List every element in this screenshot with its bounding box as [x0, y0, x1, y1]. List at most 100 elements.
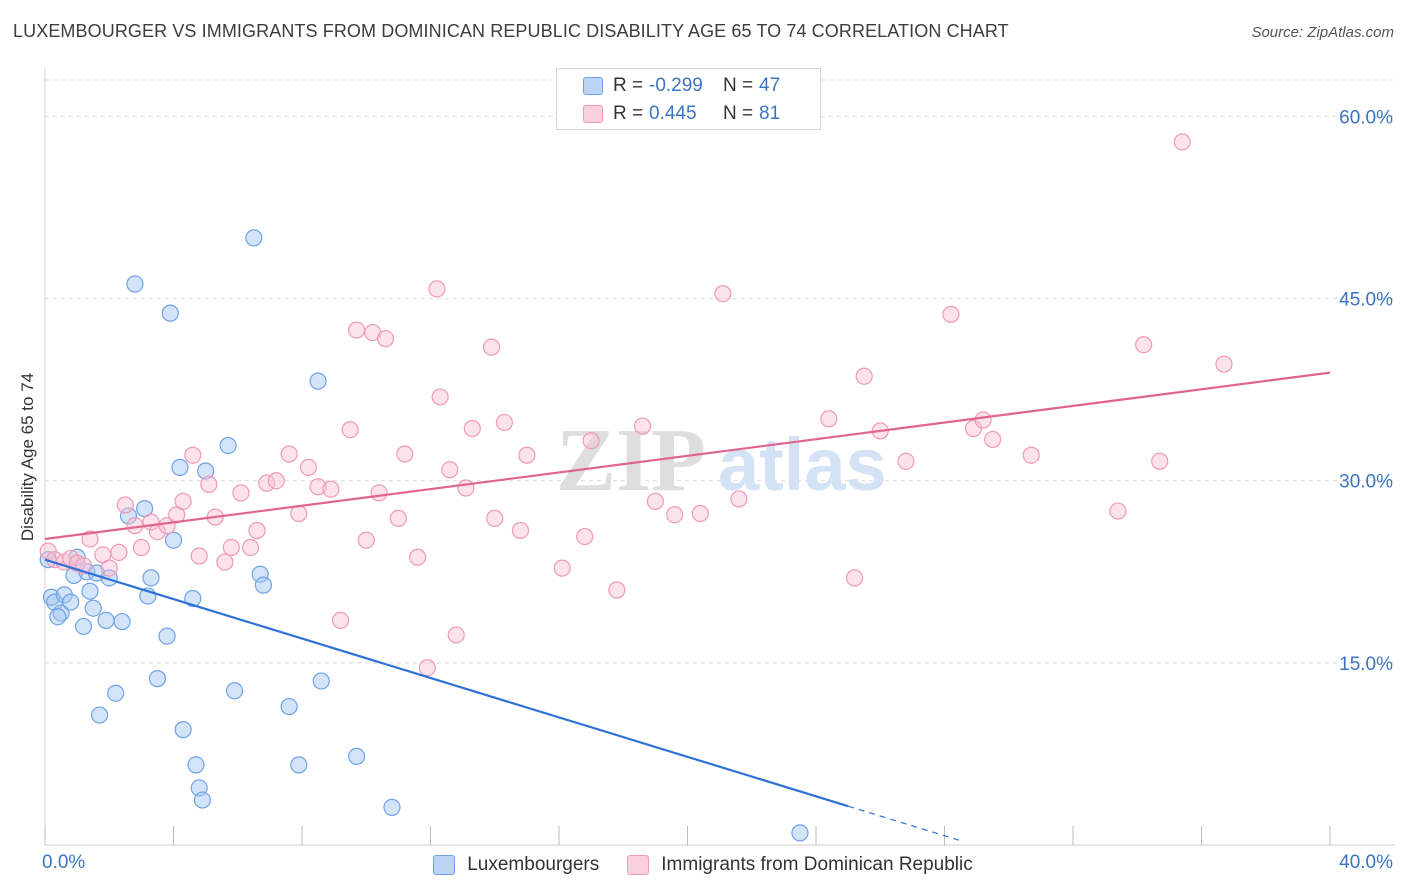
dom-point	[984, 430, 1002, 449]
lux-point	[254, 576, 273, 594]
correlation-legend: R = -0.299 N = 47 R = 0.445 N = 81	[556, 68, 821, 130]
source-label: Source: ZipAtlas.com	[1251, 24, 1394, 41]
lux-point	[142, 569, 160, 587]
dom-point	[855, 367, 873, 385]
dom-point	[428, 280, 446, 298]
dom-point	[691, 504, 709, 523]
dom-point	[666, 506, 684, 524]
dom-point	[974, 411, 992, 429]
dom-point	[511, 521, 530, 540]
dom-point	[942, 305, 960, 323]
dom-point	[222, 538, 240, 557]
dom-point	[267, 472, 285, 490]
lux-point	[107, 684, 125, 702]
lux-trend-extension	[847, 805, 961, 842]
legend-label-luxembourgers: Luxembourgers	[467, 854, 600, 875]
dom-point	[216, 553, 234, 571]
dom-point	[280, 445, 298, 463]
dom-point	[331, 611, 350, 629]
legend-n-label: N =	[723, 75, 754, 96]
dom-point	[322, 480, 340, 498]
legend-item-dominican: Immigrants from Dominican Republic	[627, 854, 973, 876]
dom-point	[370, 484, 388, 502]
dom-point	[486, 509, 504, 527]
dom-point	[1215, 355, 1233, 373]
lux-point	[251, 565, 269, 583]
dom-point	[132, 538, 150, 557]
watermark-zip: ZIP	[556, 411, 706, 510]
lux-point	[383, 798, 401, 816]
lux-point	[184, 589, 202, 608]
dom-point	[389, 509, 407, 527]
dom-point	[441, 461, 459, 479]
lux-point	[348, 747, 366, 765]
dom-point	[39, 542, 57, 560]
y-tick-label: 45.0%	[1339, 290, 1393, 311]
dom-point	[820, 410, 838, 428]
y-tick-label: 60.0%	[1339, 107, 1393, 128]
lux-point	[62, 593, 80, 611]
lux-point	[74, 617, 93, 636]
dom-point	[1109, 502, 1127, 520]
dom-point	[100, 559, 118, 577]
lux-point	[245, 229, 263, 247]
dom-points	[39, 133, 1233, 677]
lux-point	[164, 531, 183, 549]
dom-point	[110, 543, 128, 561]
dom-point	[357, 531, 375, 549]
y-tick-label: 30.0%	[1339, 472, 1393, 493]
dom-legend-swatch-icon	[627, 855, 650, 875]
dom-point	[633, 417, 652, 435]
lux-point	[290, 756, 308, 774]
lux-legend-swatch-icon	[433, 855, 456, 875]
trend-lines	[44, 371, 1331, 842]
dom-point	[495, 413, 513, 432]
dom-point	[608, 581, 626, 599]
lux-point	[225, 682, 244, 700]
dom-point	[116, 496, 134, 514]
dom-point	[463, 419, 481, 438]
lux-point	[161, 304, 179, 322]
dom-point	[646, 492, 664, 510]
legend-item-luxembourgers: Luxembourgers	[433, 854, 599, 876]
dom-point	[418, 659, 436, 677]
dom-point	[396, 445, 414, 463]
lux-swatch-icon	[583, 77, 603, 95]
dom-point	[582, 432, 600, 450]
gridlines	[45, 79, 1395, 664]
dom-point	[341, 421, 359, 439]
lux-point	[42, 588, 61, 606]
dom-point	[81, 530, 99, 548]
x-tick-label-max: 40.0%	[1339, 852, 1393, 873]
x-tick-label-min: 0.0%	[42, 852, 86, 873]
legend-n-value: 47	[759, 75, 781, 96]
lux-point	[193, 791, 212, 809]
dom-point	[482, 338, 501, 356]
dom-point	[1151, 452, 1169, 470]
lux-point	[68, 548, 86, 566]
dom-point	[184, 446, 202, 464]
lux-point	[280, 697, 298, 716]
lux-point	[126, 275, 144, 293]
lux-point	[174, 721, 192, 739]
dom-point	[190, 547, 208, 565]
legend-r-label: R =	[613, 103, 644, 124]
lux-point	[791, 824, 809, 842]
dom-point	[553, 559, 571, 577]
legend-n-label: N =	[723, 103, 754, 124]
dom-point	[409, 548, 427, 566]
dom-point	[730, 490, 748, 508]
legend-n-value: 81	[759, 103, 781, 124]
dom-point	[518, 446, 536, 464]
dom-point	[299, 458, 318, 476]
dom-point	[232, 484, 250, 502]
lux-point	[158, 627, 176, 645]
dom-point	[309, 478, 327, 496]
legend-r-value: -0.299	[649, 75, 703, 96]
dom-point	[447, 626, 465, 644]
dom-point	[897, 452, 915, 470]
lux-point	[81, 582, 99, 600]
dom-point	[242, 538, 260, 557]
lux-point	[312, 672, 330, 690]
